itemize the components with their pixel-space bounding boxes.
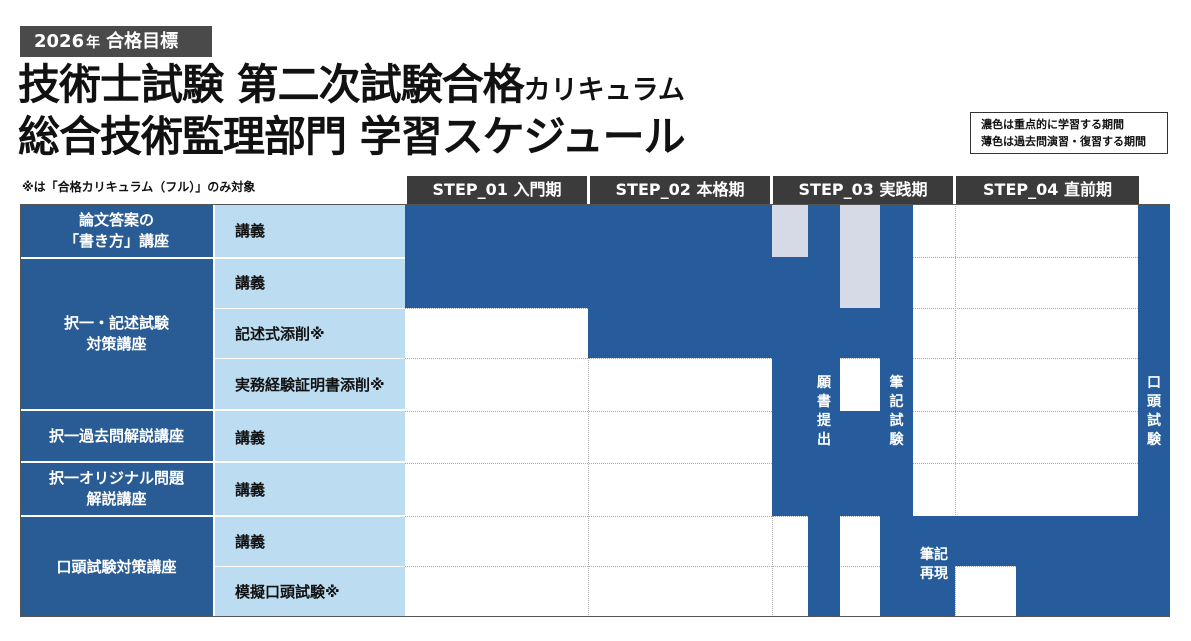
grid-line	[405, 566, 1170, 567]
title-main: 技術士試験 第二次試験合格	[18, 60, 525, 109]
step-03-header: STEP_03 実践期	[773, 176, 953, 204]
table-border	[20, 204, 1170, 617]
course-original-problems: 択一オリジナル問題 解説講座	[20, 463, 213, 515]
schedule-bar-review	[840, 257, 880, 308]
grid-line	[405, 516, 1170, 517]
schedule-bar-focus	[405, 204, 772, 257]
course-oral-exam: 口頭試験対策講座	[20, 517, 213, 617]
page-title-line2: 総合技術監理部門 学習スケジュール	[18, 112, 686, 161]
schedule-table: 論文答案の 「書き方」講座 択一・記述試験 対策講座 択一過去問解説講座 択一オリジ…	[20, 204, 1170, 617]
milestone-application: 願 書 提 出	[808, 204, 840, 617]
schedule-bar-focus	[1016, 566, 1138, 617]
row-type-label: 講義	[235, 532, 266, 551]
badge-goal: 合格目標	[106, 31, 179, 52]
row-type-label: 講義	[235, 274, 266, 292]
schedule-bar-focus	[840, 308, 880, 358]
step-01-header: STEP_01 入門期	[407, 176, 587, 204]
badge-nen: 年	[86, 35, 101, 51]
schedule-bar-focus	[405, 257, 808, 308]
divider	[20, 461, 405, 463]
page-title-line1: 技術士試験 第二次試験合格カリキュラム	[18, 60, 685, 116]
badge-year: 2026	[34, 31, 85, 52]
divider	[213, 358, 405, 359]
milestone-written-reproduction: 筆記 再現	[913, 516, 955, 617]
grid-line	[588, 204, 589, 617]
course-writing: 論文答案の 「書き方」講座	[20, 204, 213, 257]
title-small: カリキュラム	[523, 75, 685, 106]
scope-note: ※は「合格カリキュラム（フル）」のみ対象	[22, 180, 256, 194]
row-type-label: 記述式添削※	[235, 324, 325, 343]
divider	[20, 409, 405, 411]
schedule-bar-focus	[588, 308, 808, 358]
row-type-label: 実務経験証明書添削※	[235, 376, 385, 394]
schedule-bar-focus	[772, 358, 808, 516]
schedule-bar-focus	[840, 411, 880, 516]
schedule-bar-review	[772, 204, 808, 257]
divider	[20, 257, 405, 259]
divider	[20, 515, 405, 517]
course-past-exam: 択一過去問解説講座	[20, 411, 213, 461]
legend-light-text: 薄色は過去問演習・復習する期間	[981, 135, 1146, 148]
schedule-bar-focus	[955, 516, 1138, 566]
target-year-badge: 2026 年合格目標	[20, 26, 212, 57]
row-type-label: 講義	[235, 481, 266, 499]
step-04-header: STEP_04 直前期	[956, 176, 1139, 204]
row-type-label: 模擬口頭試験※	[235, 583, 340, 601]
schedule-bar-review	[840, 204, 880, 257]
milestone-written-exam: 筆 記 試 験	[880, 204, 913, 617]
legend-dark-text: 濃色は重点的に学習する期間	[981, 118, 1124, 131]
milestone-oral-exam: 口 頭 試 験	[1138, 204, 1170, 617]
legend-box: 濃色は重点的に学習する期間 薄色は過去問演習・復習する期間	[970, 112, 1168, 154]
divider	[213, 566, 405, 567]
divider	[213, 308, 405, 309]
grid-line	[955, 204, 956, 617]
course-multiple-choice-essay: 択一・記述試験 対策講座	[20, 259, 213, 409]
row-type-label: 講義	[235, 428, 266, 447]
row-type-label: 講義	[235, 222, 266, 240]
step-02-header: STEP_02 本格期	[590, 176, 770, 204]
